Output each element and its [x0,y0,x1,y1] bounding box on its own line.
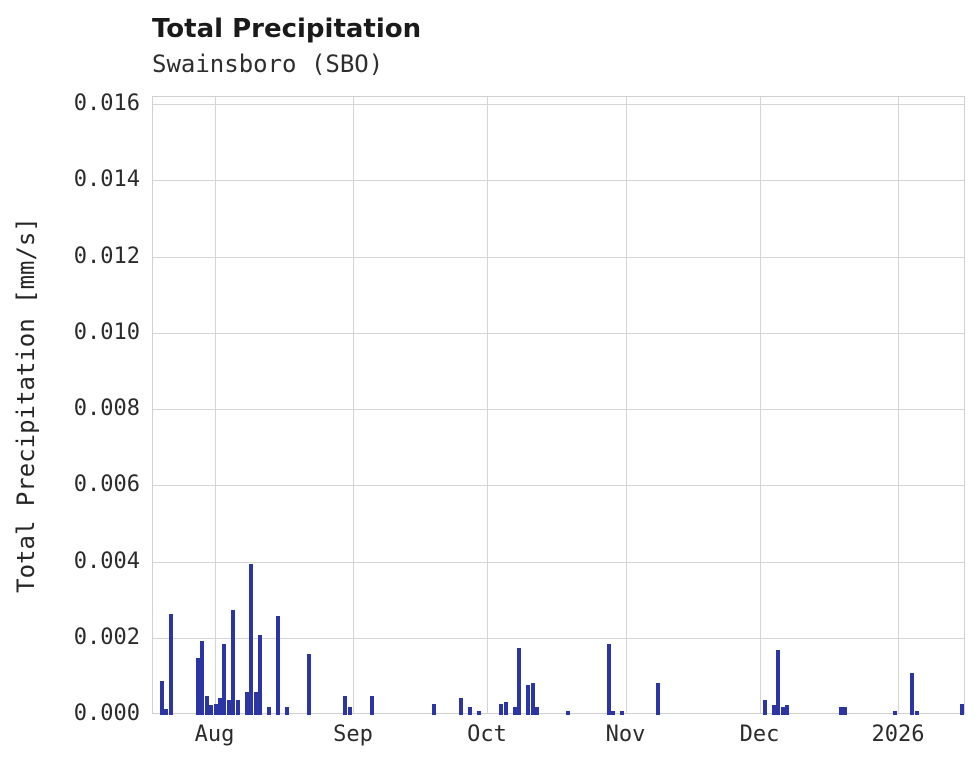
precipitation-bar [204,695,209,715]
precipitation-bar [776,650,781,715]
precipitation-bar [249,564,254,715]
precipitation-bar [762,699,767,715]
precipitation-bar [892,711,897,715]
gridline-horizontal [153,104,964,105]
precipitation-bar [226,699,231,715]
x-tick-label: 2026 [871,722,925,747]
gridline-vertical [897,97,899,713]
x-tick-label: Aug [194,722,235,747]
precipitation-bar [159,680,164,715]
gridline-horizontal [153,256,964,258]
precipitation-bar [780,707,785,715]
x-tick-label: Sep [333,722,373,747]
y-tick-label: 0.002 [73,624,140,650]
precipitation-bar [620,711,625,715]
gridline-vertical [214,97,216,713]
y-tick-label: 0.004 [73,548,140,574]
precipitation-bar [530,682,535,715]
x-tick-label: Oct [467,722,507,747]
precipitation-bar [276,615,281,715]
precipitation-bar [244,692,249,715]
y-tick-label: 0.000 [73,701,140,726]
gridline-vertical [625,97,627,713]
precipitation-bar [459,697,464,715]
precipitation-bar [285,707,289,715]
x-tick-label: Dec [739,722,780,747]
gridline-horizontal [153,637,964,639]
precipitation-bar [838,707,843,715]
precipitation-bar [343,695,348,715]
precipitation-bar [200,640,205,715]
precipitation-bar [347,707,352,715]
gridline-horizontal [153,485,964,487]
precipitation-bar [477,711,482,715]
precipitation-bar [195,657,200,715]
precipitation-bar [606,644,611,715]
precipitation-bar [771,705,776,715]
gridline-horizontal [153,409,964,410]
precipitation-bar [468,707,473,715]
precipitation-bar [914,711,919,715]
chart-title: Total Precipitation [152,14,422,44]
precipitation-bar [910,673,915,715]
precipitation-bar [258,634,263,715]
precipitation-bar [785,705,790,715]
y-tick-label: 0.012 [73,243,140,269]
y-tick-label: 0.016 [73,91,140,116]
precipitation-bar [231,610,236,715]
gridline-vertical [759,97,761,713]
y-tick-label: 0.008 [73,396,140,421]
precipitation-bar [517,648,522,715]
precipitation-bar [611,711,616,715]
y-tick-label: 0.006 [73,472,140,498]
precipitation-bar [499,703,504,715]
precipitation-bar [369,695,374,715]
precipitation-bar [307,654,312,715]
plot-area [152,96,965,715]
precipitation-bar [535,707,540,715]
gridline-horizontal [153,332,964,334]
gridline-vertical [353,97,355,713]
gridline-horizontal [153,561,964,563]
precipitation-bar [218,697,222,715]
precipitation-bar [843,707,848,715]
precipitation-bar [526,684,531,715]
precipitation-bar [512,707,517,715]
precipitation-bar [235,699,240,715]
precipitation-bar [655,682,660,715]
precipitation-bar [959,703,964,715]
precipitation-bar [213,703,218,715]
precipitation-bar [566,711,571,715]
chart-subtitle: Swainsboro (SBO) [152,50,384,78]
y-tick-label: 0.010 [73,319,140,345]
precipitation-bar [503,701,508,715]
x-tick-label: Nov [605,722,646,747]
y-tick-label: 0.014 [73,167,140,193]
precipitation-bar [164,709,169,715]
precipitation-bar [222,644,227,715]
gridline-horizontal [153,180,964,182]
precipitation-bar [432,703,437,715]
precipitation-bar [267,707,272,715]
precipitation-bar [253,692,258,715]
precipitation-bar [168,613,173,715]
precipitation-bar [209,705,214,715]
gridline-vertical [487,97,489,713]
